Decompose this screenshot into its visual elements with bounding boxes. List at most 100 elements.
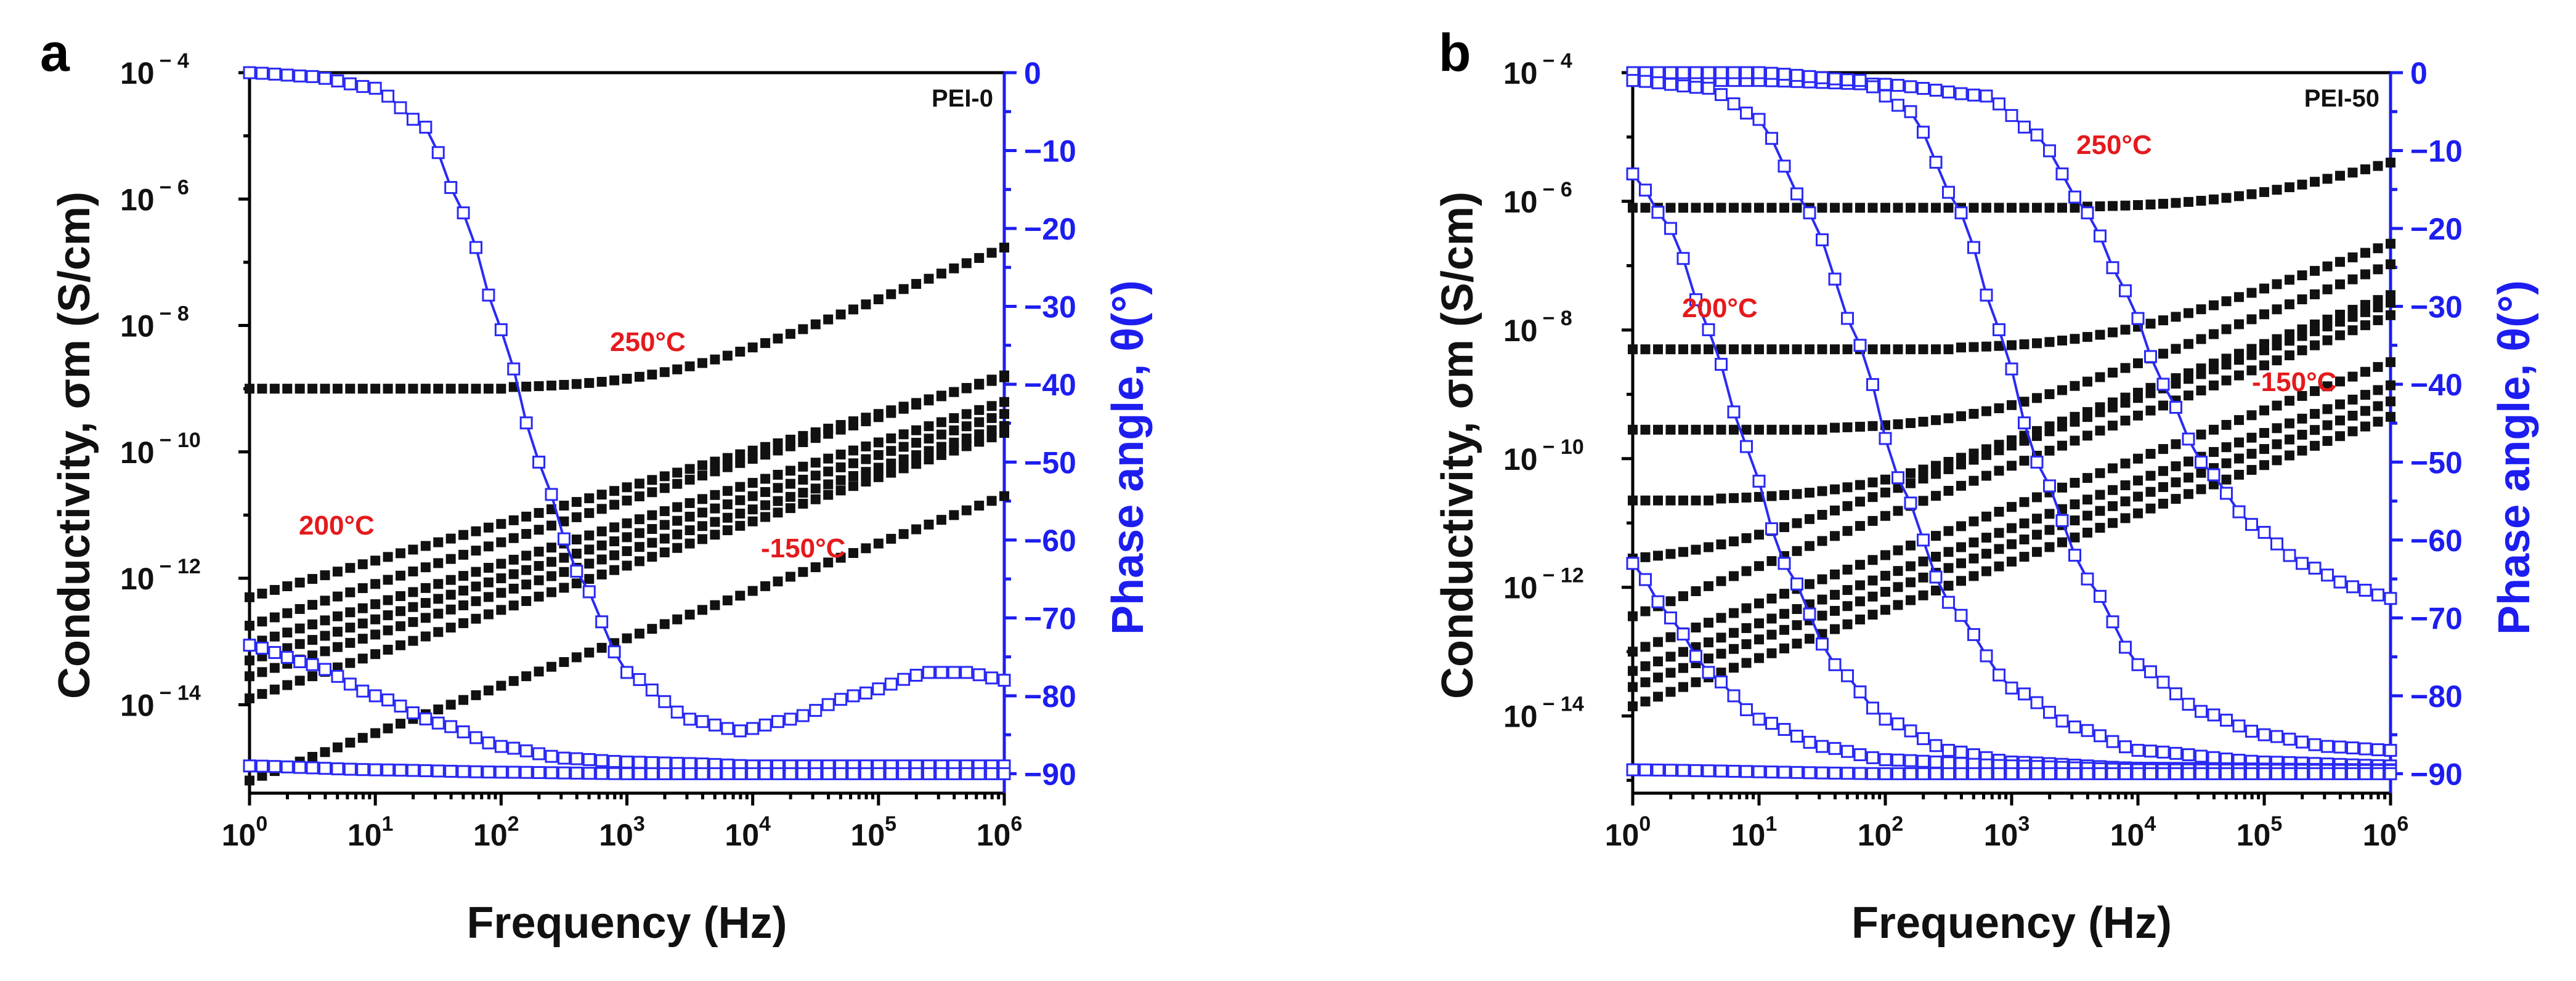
conductivity-marker — [1842, 422, 1853, 432]
phase-marker — [1828, 658, 1842, 671]
phase-marker — [645, 756, 659, 769]
conductivity-series — [245, 491, 1009, 786]
phase-marker — [1942, 767, 1955, 780]
y-right-tick-label: −60 — [1024, 523, 1076, 558]
conductivity-marker — [1956, 459, 1966, 470]
conductivity-marker — [1830, 531, 1840, 541]
conductivity-marker — [810, 458, 821, 468]
conductivity-marker — [257, 616, 267, 627]
phase-marker — [280, 650, 294, 664]
conductivity-marker — [1830, 484, 1840, 495]
conductivity-marker — [1855, 521, 1865, 531]
phase-marker — [293, 69, 307, 83]
conductivity-marker — [559, 379, 569, 390]
conductivity-marker — [1665, 549, 1676, 559]
phase-marker — [658, 695, 672, 708]
conductivity-marker — [622, 546, 632, 556]
conductivity-marker — [1792, 620, 1802, 631]
conductivity-marker — [2171, 494, 2181, 504]
conductivity-marker — [1842, 601, 1853, 612]
conductivity-marker — [508, 676, 519, 686]
phase-marker — [381, 763, 395, 777]
conductivity-marker — [458, 530, 469, 540]
conductivity-marker — [1931, 531, 1941, 541]
phase-marker — [457, 765, 470, 778]
conductivity-marker — [1678, 663, 1688, 673]
conductivity-marker — [1716, 493, 1726, 504]
conductivity-marker — [1918, 464, 1928, 475]
phase-marker — [1828, 741, 1842, 755]
conductivity-marker — [2285, 395, 2294, 406]
conductivity-marker — [2158, 466, 2168, 476]
conductivity-marker — [1704, 495, 1713, 506]
phase-marker — [255, 759, 269, 773]
phase-marker — [2333, 767, 2347, 780]
phase-marker — [2296, 735, 2309, 749]
conductivity-marker — [2133, 453, 2143, 464]
conductivity-marker — [1994, 561, 2004, 571]
conductivity-marker — [2070, 416, 2080, 427]
conductivity-marker — [458, 618, 469, 628]
conductivity-marker — [596, 642, 607, 653]
conductivity-marker — [1628, 701, 1638, 711]
y-left-axis-title: Conductivity, σm (S/cm) — [1433, 192, 1482, 699]
phase-marker — [255, 641, 269, 655]
conductivity-marker — [2019, 339, 2030, 350]
conductivity-marker — [1653, 424, 1663, 435]
conductivity-marker — [1741, 623, 1752, 633]
conductivity-marker — [2347, 312, 2358, 322]
phase-marker — [997, 767, 1011, 780]
conductivity-marker — [2209, 194, 2219, 204]
phase-marker — [1651, 595, 1665, 608]
phase-marker — [2144, 745, 2157, 758]
phase-marker — [1879, 713, 1892, 726]
phase-marker — [532, 747, 546, 761]
conductivity-marker — [1729, 628, 1739, 638]
conductivity-marker — [949, 387, 959, 397]
conductivity-marker — [1716, 344, 1726, 355]
conductivity-marker — [1665, 344, 1676, 355]
conductivity-marker — [2082, 376, 2092, 387]
conductivity-marker — [2070, 203, 2080, 213]
conductivity-marker — [2347, 394, 2358, 405]
conductivity-marker — [1969, 475, 1979, 486]
conductivity-marker — [2133, 508, 2143, 519]
conductivity-marker — [2184, 196, 2193, 207]
phase-marker — [1853, 748, 1867, 762]
conductivity-marker — [2120, 363, 2131, 373]
phase-marker — [2195, 704, 2208, 718]
phase-marker — [2220, 486, 2233, 500]
conductivity-marker — [2120, 397, 2131, 408]
phase-marker — [1765, 522, 1778, 536]
conductivity-marker — [1842, 585, 1853, 595]
conductivity-marker — [659, 483, 670, 493]
phase-marker — [2257, 525, 2271, 539]
conductivity-marker — [773, 333, 783, 344]
conductivity-marker — [2310, 340, 2320, 350]
conductivity-marker — [508, 569, 519, 579]
conductivity-marker — [534, 591, 544, 602]
conductivity-marker — [483, 685, 494, 696]
conductivity-marker — [2234, 319, 2244, 329]
conductivity-marker — [747, 516, 758, 527]
conductivity-marker — [1867, 555, 1878, 565]
conductivity-marker — [2259, 444, 2269, 454]
conductivity-marker — [2234, 453, 2244, 464]
conductivity-marker — [396, 621, 405, 631]
conductivity-marker — [307, 751, 318, 762]
phase-marker — [1715, 358, 1728, 371]
conductivity-marker — [1918, 496, 1928, 506]
y-right-tick-label: −60 — [2410, 523, 2463, 558]
phase-marker — [1778, 722, 1791, 736]
phase-marker — [1866, 701, 1879, 715]
conductivity-marker — [2082, 495, 2092, 505]
phase-marker — [1967, 767, 1980, 780]
conductivity-marker — [496, 573, 506, 584]
conductivity-marker — [1918, 572, 1928, 583]
y-left-tick-label: 10− 4 — [120, 49, 189, 91]
conductivity-marker — [445, 604, 456, 615]
conductivity-marker — [546, 543, 556, 553]
conductivity-marker — [2221, 458, 2232, 469]
conductivity-marker — [2196, 429, 2206, 440]
conductivity-marker — [936, 417, 946, 427]
